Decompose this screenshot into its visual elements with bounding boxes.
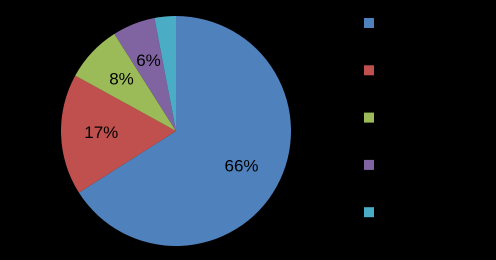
data-label: 66% [224,156,258,175]
data-label: 6% [136,51,161,70]
legend-swatch [364,112,374,123]
pie-slice [154,16,176,131]
pie-slice [61,75,176,193]
pie-slice [78,16,292,247]
legend-swatch [364,159,374,170]
data-label: 17% [84,123,118,142]
pie-slice [75,33,176,131]
data-label: 8% [109,69,134,88]
legend-swatch [364,18,374,28]
legend-swatch [364,207,374,218]
pie-slice [114,18,176,132]
legend-swatch [364,65,374,76]
